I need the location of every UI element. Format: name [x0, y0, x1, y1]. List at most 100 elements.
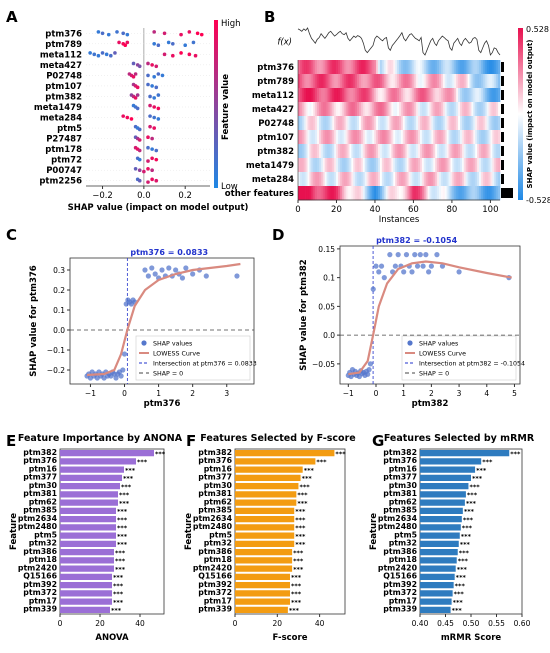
heatmap-cell: [324, 102, 327, 117]
heatmap-cell: [364, 186, 367, 201]
heatmap-cell: [368, 102, 371, 117]
x-axis-label: SHAP value (impact on model output): [68, 203, 249, 213]
heatmap-cell: [439, 130, 442, 145]
heatmap-cell: [347, 186, 350, 201]
heatmap-cell: [391, 186, 394, 201]
heatmap-cell: [353, 74, 356, 89]
heatmap-cell: [397, 88, 400, 103]
legend-marker: [407, 340, 413, 346]
heatmap-cell: [465, 130, 468, 145]
heatmap-cell: [307, 102, 310, 117]
heatmap-cell: [448, 172, 451, 187]
feature-label-ptm72: ptm72: [51, 156, 82, 166]
heatmap-cell: [459, 116, 463, 131]
heatmap-cell: [317, 186, 320, 201]
heatmap-cell: [437, 116, 440, 131]
heatmap-cell: [376, 144, 379, 159]
heatmap-cell: [465, 186, 468, 201]
category-label: ptm62: [389, 497, 417, 506]
heatmap-cell: [442, 60, 446, 75]
heatmap-cell: [355, 74, 358, 89]
heatmap-cell: [349, 102, 352, 117]
heatmap-cell: [372, 88, 375, 103]
heatmap-cell: [343, 172, 346, 187]
heatmap-cell: [387, 158, 390, 173]
heatmap-cell: [357, 186, 360, 201]
heatmap-cell: [479, 60, 482, 75]
heatmap-cell: [395, 186, 398, 201]
heatmap-cell: [419, 116, 423, 131]
heatmap-cell: [347, 88, 350, 103]
heatmap-cell: [391, 172, 394, 187]
heatmap-cell: [448, 144, 451, 159]
heatmap-cell: [402, 88, 406, 103]
heatmap-cell: [475, 172, 478, 187]
heatmap-cell: [322, 116, 325, 131]
heatmap-cell: [475, 130, 478, 145]
heatmap-cell: [317, 130, 320, 145]
heatmap-cell: [406, 74, 409, 89]
shap-point: [133, 96, 138, 100]
heatmap-cell: [383, 102, 386, 117]
category-label: ptm32: [29, 539, 57, 548]
heatmap-cell: [330, 172, 333, 187]
shap-point: [150, 84, 154, 88]
heatmap-cell: [299, 74, 303, 89]
bar: [60, 524, 116, 531]
heatmap-cell: [353, 186, 356, 201]
heatmap-cell: [370, 116, 373, 131]
heatmap-cell: [397, 144, 400, 159]
heatmap-cell: [355, 130, 358, 145]
heatmap-cell: [484, 172, 487, 187]
heatmap-cell: [320, 74, 324, 89]
heatmap-cell: [427, 172, 430, 187]
heatmap-cell: [339, 74, 343, 89]
shap-point: [135, 106, 140, 111]
heatmap-cell: [387, 102, 390, 117]
heatmap-cell: [389, 74, 392, 89]
x-tick-label: 40: [370, 205, 381, 215]
heatmap-cell: [450, 158, 453, 173]
heatmap-cell: [442, 130, 446, 145]
heatmap-cell: [311, 172, 314, 187]
heatmap-cell: [410, 158, 413, 173]
heatmap-cell: [463, 74, 466, 89]
shap-point: [423, 252, 429, 258]
heatmap-cell: [324, 158, 327, 173]
heatmap-cell: [467, 144, 470, 159]
heatmap-cell: [374, 102, 377, 117]
plot-frame: [69, 257, 255, 385]
heatmap-cell: [298, 60, 301, 75]
category-label: ptm339: [23, 605, 57, 614]
heatmap-cell: [456, 74, 459, 89]
heatmap-cell: [376, 74, 379, 89]
shap-point: [150, 63, 154, 67]
heatmap-cell: [357, 172, 360, 187]
heatmap-cell: [408, 144, 411, 159]
shap-point: [121, 114, 125, 118]
heatmap-cell: [435, 88, 438, 103]
chart-title: Features Selected by F-score: [200, 433, 355, 444]
category-label: ptm372: [198, 588, 232, 597]
heatmap-cell: [385, 88, 388, 103]
heatmap-cell: [379, 88, 383, 103]
heatmap-cell: [480, 130, 484, 145]
heatmap-cell: [374, 60, 377, 75]
shap-point: [152, 126, 156, 130]
heatmap-cell: [389, 172, 392, 187]
heatmap-cell: [378, 116, 381, 131]
heatmap-cell: [389, 130, 392, 145]
heatmap-cell: [301, 144, 305, 159]
heatmap-cell: [482, 88, 486, 103]
heatmap-cell: [326, 60, 329, 75]
shap-point: [154, 85, 159, 90]
shap-point: [159, 267, 165, 273]
heatmap-cell: [315, 158, 318, 173]
heatmap-cell: [332, 158, 335, 173]
heatmap-cell: [393, 116, 396, 131]
heatmap-cell: [419, 172, 423, 187]
heatmap-cell: [389, 60, 392, 75]
bar: [60, 590, 112, 597]
legend-entry: SHAP = 0: [419, 371, 449, 378]
heatmap-cell: [490, 60, 493, 75]
